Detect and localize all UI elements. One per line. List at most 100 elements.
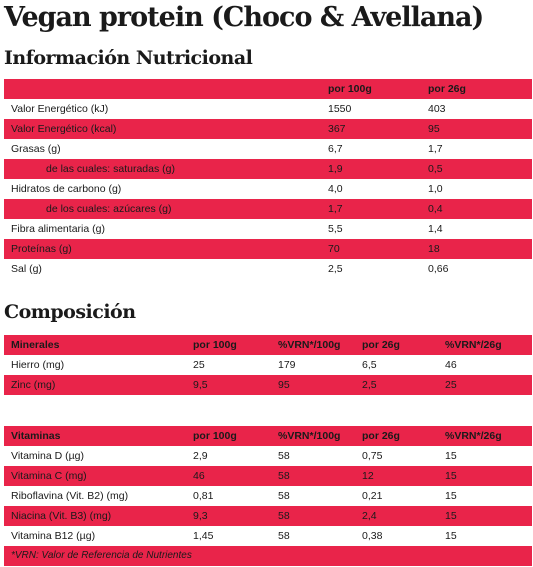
minerals-col-per100: por 100g [193,339,237,351]
nutrient-per26: 0,66 [428,263,449,275]
item-label: Zinc (mg) [11,379,56,391]
vitamins-col-vrn100: %VRN*/100g [278,430,341,442]
nutrition-header-row: por 100g por 26g [4,79,532,99]
item-per100: 9,3 [193,510,208,522]
item-per100: 1,45 [193,530,214,542]
minerals-col-per26: por 26g [362,339,400,351]
item-vrn100: 179 [278,359,296,371]
minerals-table: Minerales por 100g %VRN*/100g por 26g %V… [4,335,532,395]
item-label: Vitamina D (µg) [11,450,84,462]
nutrition-row: Valor Energético (kJ) 1550 403 [4,99,532,119]
nutrition-heading: Información Nutricional [4,47,253,69]
item-label: Niacina (Vit. B3) (mg) [11,510,112,522]
vitamins-col-per26: por 26g [362,430,400,442]
item-per100: 25 [193,359,205,371]
nutrition-row: Hidratos de carbono (g) 4,0 1,0 [4,179,532,199]
item-label: Vitamina C (mg) [11,470,87,482]
item-per26: 0,21 [362,490,383,502]
nutrition-row: Fibra alimentaria (g) 5,5 1,4 [4,219,532,239]
nutrient-per100: 2,5 [328,263,343,275]
nutrient-label: Valor Energético (kcal) [11,123,117,135]
nutrient-per26: 403 [428,103,446,115]
nutrient-label: Valor Energético (kJ) [11,103,109,115]
page-title: Vegan protein (Choco & Avellana) [4,2,484,33]
nutrition-row: Proteínas (g) 70 18 [4,239,532,259]
nutrient-per26: 1,0 [428,183,443,195]
nutrient-label: Hidratos de carbono (g) [11,183,122,195]
vitamins-header-row: Vitaminas por 100g %VRN*/100g por 26g %V… [4,426,532,446]
item-vrn100: 58 [278,450,290,462]
item-vrn26: 15 [445,470,457,482]
vitamins-row: Niacina (Vit. B3) (mg) 9,3 58 2,4 15 [4,506,532,526]
item-per26: 2,5 [362,379,377,391]
vitamins-row: Vitamina B12 (µg) 1,45 58 0,38 15 [4,526,532,546]
footnote: *VRN: Valor de Referencia de Nutrientes [4,546,532,566]
minerals-col-vrn26: %VRN*/26g [445,339,502,351]
vitamins-row: Vitamina C (mg) 46 58 12 15 [4,466,532,486]
item-per26: 0,75 [362,450,383,462]
nutrient-per26: 0,4 [428,203,443,215]
item-label: Hierro (mg) [11,359,65,371]
minerals-col-vrn100: %VRN*/100g [278,339,341,351]
item-per100: 9,5 [193,379,208,391]
nutrient-per100: 367 [328,123,346,135]
nutrient-label: Fibra alimentaria (g) [11,223,105,235]
nutrition-row: de las cuales: saturadas (g) 1,9 0,5 [4,159,532,179]
item-vrn100: 58 [278,470,290,482]
nutrient-per100: 70 [328,243,340,255]
nutrient-per26: 0,5 [428,163,443,175]
nutrient-per26: 1,4 [428,223,443,235]
nutrient-per100: 1550 [328,103,352,115]
nutrition-col-per26: por 26g [428,83,466,95]
nutrient-per100: 6,7 [328,143,343,155]
item-label: Riboflavina (Vit. B2) (mg) [11,490,129,502]
minerals-row: Zinc (mg) 9,5 95 2,5 25 [4,375,532,395]
nutrient-per100: 5,5 [328,223,343,235]
composition-heading: Composición [4,301,136,323]
item-per26: 12 [362,470,374,482]
minerals-header-row: Minerales por 100g %VRN*/100g por 26g %V… [4,335,532,355]
vitamins-col-name: Vitaminas [11,430,61,442]
vitamins-col-vrn26: %VRN*/26g [445,430,502,442]
nutrient-per100: 1,7 [328,203,343,215]
nutrient-per100: 1,9 [328,163,343,175]
nutrition-row: de los cuales: azúcares (g) 1,7 0,4 [4,199,532,219]
vitamins-row: Vitamina D (µg) 2,9 58 0,75 15 [4,446,532,466]
nutrition-row: Sal (g) 2,5 0,66 [4,259,532,279]
item-vrn26: 15 [445,450,457,462]
item-vrn26: 15 [445,530,457,542]
nutrient-per26: 18 [428,243,440,255]
nutrient-label: de las cuales: saturadas (g) [46,163,175,175]
nutrient-per26: 95 [428,123,440,135]
nutrient-label: Sal (g) [11,263,42,275]
nutrient-label: Proteínas (g) [11,243,72,255]
item-per100: 0,81 [193,490,214,502]
item-vrn26: 15 [445,490,457,502]
item-vrn26: 25 [445,379,457,391]
item-per26: 0,38 [362,530,383,542]
item-vrn26: 15 [445,510,457,522]
item-per100: 2,9 [193,450,208,462]
item-per26: 2,4 [362,510,377,522]
nutrient-per26: 1,7 [428,143,443,155]
item-vrn100: 95 [278,379,290,391]
item-per100: 46 [193,470,205,482]
nutrient-label: de los cuales: azúcares (g) [46,203,172,215]
item-label: Vitamina B12 (µg) [11,530,96,542]
nutrition-col-per100: por 100g [328,83,372,95]
item-per26: 6,5 [362,359,377,371]
nutrient-label: Grasas (g) [11,143,61,155]
footnote-text: *VRN: Valor de Referencia de Nutrientes [11,550,192,561]
nutrition-row: Valor Energético (kcal) 367 95 [4,119,532,139]
item-vrn26: 46 [445,359,457,371]
item-vrn100: 58 [278,530,290,542]
nutrition-table: por 100g por 26g Valor Energético (kJ) 15… [4,79,532,279]
item-vrn100: 58 [278,490,290,502]
vitamins-col-per100: por 100g [193,430,237,442]
nutrition-row: Grasas (g) 6,7 1,7 [4,139,532,159]
minerals-col-name: Minerales [11,339,60,351]
item-vrn100: 58 [278,510,290,522]
nutrient-per100: 4,0 [328,183,343,195]
vitamins-table: Vitaminas por 100g %VRN*/100g por 26g %V… [4,426,532,566]
vitamins-row: Riboflavina (Vit. B2) (mg) 0,81 58 0,21 15 [4,486,532,506]
